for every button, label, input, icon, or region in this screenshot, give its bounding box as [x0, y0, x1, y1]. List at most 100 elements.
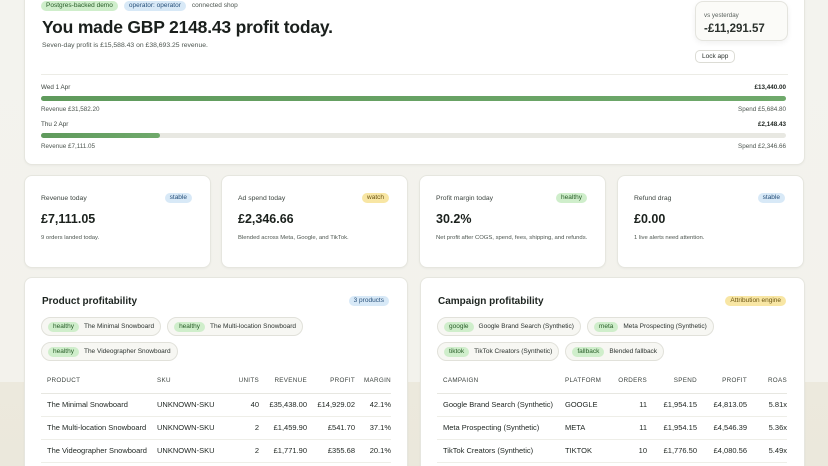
product-chips: healthy The Minimal Snowboard healthy Th…: [41, 317, 391, 361]
page-subtitle: Seven-day profit is £15,588.43 on £38,69…: [42, 42, 208, 49]
column-header: Profit: [307, 369, 355, 394]
table-row[interactable]: Meta Prospecting (Synthetic) META 11 £1,…: [437, 416, 787, 440]
campaign-chip[interactable]: google Google Brand Search (Synthetic): [437, 317, 581, 336]
campaign-chips: google Google Brand Search (Synthetic) m…: [437, 317, 788, 361]
comparison-value: -£11,291.57: [704, 23, 765, 35]
cell: 2: [223, 439, 259, 463]
lock-app-button[interactable]: Lock app: [695, 50, 736, 63]
day-revenue: Revenue £31,582.20: [41, 106, 100, 113]
cell: £4,546.39: [697, 416, 747, 440]
day-row-wed: Wed 1 Apr £13,440.00 Revenue £31,582.20 …: [41, 84, 786, 144]
metric-value: £7,111.05: [41, 212, 96, 226]
column-header: SKU: [157, 369, 223, 394]
product-chip[interactable]: healthy The Multi-location Snowboard: [167, 317, 304, 336]
status-badge: healthy: [174, 321, 206, 332]
platform-badge: google: [444, 321, 474, 332]
cell: 42.1%: [355, 393, 391, 417]
metric-note: 1 live alerts need attention.: [634, 235, 705, 241]
status-badge: stable: [164, 193, 192, 203]
chip-label: Blended fallback: [609, 348, 658, 355]
campaign-profitability-panel: Campaign profitability Attribution engin…: [420, 277, 805, 466]
campaign-table: Campaign Platform Orders Spend Profit RO…: [437, 369, 787, 463]
metric-card-revenue: Revenue today stable £7,111.05 9 orders …: [24, 175, 211, 268]
operator-tag: operator: operator: [123, 1, 186, 11]
comparison-card: vs yesterday -£11,291.57: [695, 1, 788, 41]
table-row[interactable]: Google Brand Search (Synthetic) GOOGLE 1…: [437, 393, 787, 417]
table-row[interactable]: The Minimal Snowboard UNKNOWN-SKU 40 £35…: [41, 393, 391, 417]
chip-label: TikTok Creators (Synthetic): [474, 348, 553, 355]
engine-badge: Attribution engine: [725, 296, 786, 306]
cell: 40: [223, 393, 259, 417]
cell: £35,438.00: [259, 393, 307, 417]
cell: 5.49x: [747, 439, 787, 463]
day-profit: £2,148.43: [757, 121, 786, 128]
cell: £541.70: [307, 416, 355, 440]
platform-badge: fallback: [572, 346, 605, 357]
panel-title: Campaign profitability: [438, 296, 544, 307]
day-revenue: Revenue £7,111.05: [41, 143, 96, 150]
profit-bar-track: [41, 133, 786, 138]
cell: 10: [613, 439, 647, 463]
metric-card-margin: Profit margin today healthy 30.2% Net pr…: [419, 175, 606, 268]
cell: TIKTOK: [565, 439, 613, 463]
cell: £14,929.02: [307, 393, 355, 417]
day-spend: Spend £2,346.66: [738, 143, 786, 150]
chip-label: The Minimal Snowboard: [83, 323, 155, 330]
day-date: Thu 2 Apr: [41, 121, 69, 128]
cell: 20.1%: [355, 439, 391, 463]
metric-note: 9 orders landed today.: [41, 235, 100, 241]
chip-label: Meta Prospecting (Synthetic): [623, 323, 707, 330]
product-chip[interactable]: healthy The Videographer Snowboard: [41, 342, 178, 361]
column-header: Profit: [697, 369, 747, 394]
cell: UNKNOWN-SKU: [157, 416, 223, 440]
cell: £4,813.05: [697, 393, 747, 417]
metric-card-ad-spend: Ad spend today watch £2,346.66 Blended a…: [221, 175, 408, 268]
day-date: Wed 1 Apr: [41, 84, 71, 91]
campaign-chip[interactable]: tiktok TikTok Creators (Synthetic): [437, 342, 560, 361]
status-badge: healthy: [48, 346, 79, 357]
column-header: Campaign: [437, 369, 565, 394]
metric-label: Profit margin today: [436, 195, 494, 202]
table-header-row: Campaign Platform Orders Spend Profit RO…: [437, 369, 787, 394]
cell: £4,080.56: [697, 439, 747, 463]
profit-bar-track: [41, 96, 786, 101]
metric-note: Blended across Meta, Google, and TikTok.: [238, 235, 349, 241]
product-chip[interactable]: healthy The Minimal Snowboard: [41, 317, 162, 336]
metric-label: Revenue today: [41, 195, 87, 202]
cell: 5.36x: [747, 416, 787, 440]
cell: TikTok Creators (Synthetic): [437, 439, 565, 463]
campaign-chip[interactable]: fallback Blended fallback: [565, 342, 665, 361]
platform-badge: tiktok: [444, 346, 470, 357]
divider: [41, 74, 788, 75]
metric-value: £0.00: [634, 212, 666, 226]
product-table: Product SKU Units Revenue Profit Margin …: [41, 369, 391, 463]
metric-note: Net profit after COGS, spend, fees, ship…: [436, 235, 588, 241]
shop-tag: connected shop: [191, 2, 238, 9]
day-spend: Spend £5,684.80: [738, 106, 786, 113]
table-row[interactable]: The Multi-location Snowboard UNKNOWN-SKU…: [41, 416, 391, 440]
cell: The Minimal Snowboard: [41, 393, 157, 417]
day-profit: £13,440.00: [754, 84, 786, 91]
chip-label: The Videographer Snowboard: [83, 348, 171, 355]
cell: Google Brand Search (Synthetic): [437, 393, 565, 417]
cell: The Multi-location Snowboard: [41, 416, 157, 440]
metric-value: £2,346.66: [238, 212, 294, 226]
comparison-label: vs yesterday: [704, 12, 739, 19]
column-header: Margin: [355, 369, 391, 394]
column-header: Units: [223, 369, 259, 394]
table-row[interactable]: The Videographer Snowboard UNKNOWN-SKU 2…: [41, 439, 391, 463]
product-profitability-panel: Product profitability 3 products healthy…: [24, 277, 408, 466]
cell: £1,954.15: [647, 393, 697, 417]
column-header: Orders: [613, 369, 647, 394]
cell: £1,954.15: [647, 416, 697, 440]
cell: UNKNOWN-SKU: [157, 439, 223, 463]
cell: £355.68: [307, 439, 355, 463]
status-badge: healthy: [556, 193, 587, 203]
table-header-row: Product SKU Units Revenue Profit Margin: [41, 369, 391, 394]
cell: 2: [223, 416, 259, 440]
table-row[interactable]: TikTok Creators (Synthetic) TIKTOK 10 £1…: [437, 439, 787, 463]
profit-bar-fill: [41, 96, 786, 101]
profit-hero-card: Postgres-backed demo operator: operator …: [24, 0, 805, 165]
campaign-chip[interactable]: meta Meta Prospecting (Synthetic): [586, 317, 714, 336]
cell: 37.1%: [355, 416, 391, 440]
